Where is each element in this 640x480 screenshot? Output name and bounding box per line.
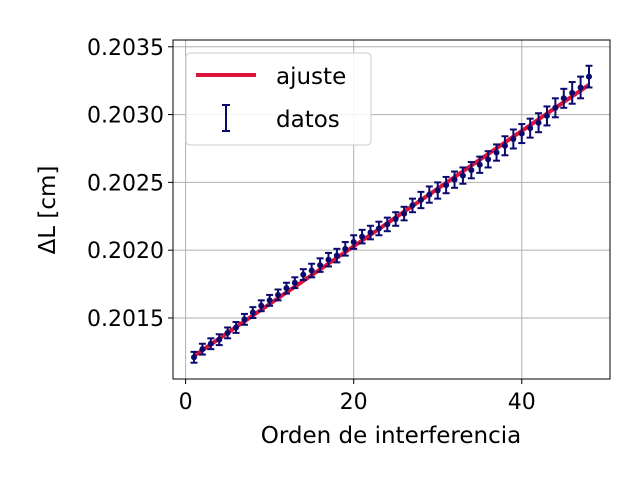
data-point: [291, 276, 299, 290]
data-point: [282, 281, 290, 295]
data-point: [207, 337, 215, 351]
data-point: [476, 155, 484, 174]
legend-fit-label: ajuste: [276, 64, 346, 90]
y-tick-label: 0.2015: [87, 307, 164, 332]
data-point: [585, 64, 593, 89]
x-axis-label: Orden de interferencia: [261, 423, 522, 449]
ticks: 0 20 40 0.2015 0.2020 0.2025 0.2030 0.2035: [87, 36, 536, 415]
axes-frame: [172, 39, 611, 380]
data-point: [350, 234, 358, 250]
data-point: [333, 247, 341, 264]
x-tick-label: 20: [340, 390, 368, 415]
data-point: [375, 220, 383, 237]
data-point: [358, 228, 366, 245]
legend-data-swatch: [222, 104, 230, 132]
data-point: [341, 241, 349, 257]
data-point: [266, 293, 274, 307]
data-point: [324, 251, 332, 268]
data-point: [501, 135, 509, 157]
data-point: [467, 161, 475, 180]
data-point: [484, 150, 492, 169]
data-point: [383, 216, 391, 233]
data-point: [560, 87, 568, 109]
data-point: [366, 224, 374, 241]
data-point: [509, 128, 517, 150]
data-point: [400, 205, 408, 222]
data-point: [232, 321, 240, 334]
data-point: [526, 117, 534, 139]
x-tick-label: 0: [179, 390, 193, 415]
data-point: [568, 81, 576, 105]
y-tick-label: 0.2025: [87, 171, 164, 196]
data-point: [257, 299, 265, 313]
data-point: [392, 211, 400, 227]
data-point: [518, 123, 526, 145]
data-point: [459, 166, 467, 185]
y-tick-label: 0.2030: [87, 104, 164, 129]
data-point: [577, 75, 585, 100]
data-point: [417, 190, 425, 210]
data-point: [190, 350, 198, 364]
data-point: [198, 342, 206, 356]
plot-area: [190, 64, 593, 364]
data-point: [434, 181, 442, 200]
data-point: [316, 257, 324, 273]
data-point: [299, 268, 307, 282]
y-axis-label: ΔL [cm]: [35, 166, 61, 255]
data-point: [224, 326, 232, 340]
data-point: [409, 197, 417, 214]
data-point: [249, 306, 257, 319]
y-tick-label: 0.2035: [87, 36, 164, 61]
data-point: [215, 333, 223, 347]
data-point: [240, 312, 248, 326]
data-point: [551, 97, 559, 119]
legend: ajuste datos: [185, 52, 372, 146]
data-point: [493, 143, 501, 162]
legend-data-label: datos: [276, 107, 340, 133]
x-tick-label: 40: [508, 390, 536, 415]
data-point: [442, 175, 450, 195]
data-point: [543, 105, 551, 127]
data-point: [425, 185, 433, 204]
data-point: [451, 170, 459, 189]
y-tick-label: 0.2020: [87, 239, 164, 264]
data-point: [308, 262, 316, 279]
data-point: [274, 288, 282, 302]
data-point: [535, 112, 543, 134]
